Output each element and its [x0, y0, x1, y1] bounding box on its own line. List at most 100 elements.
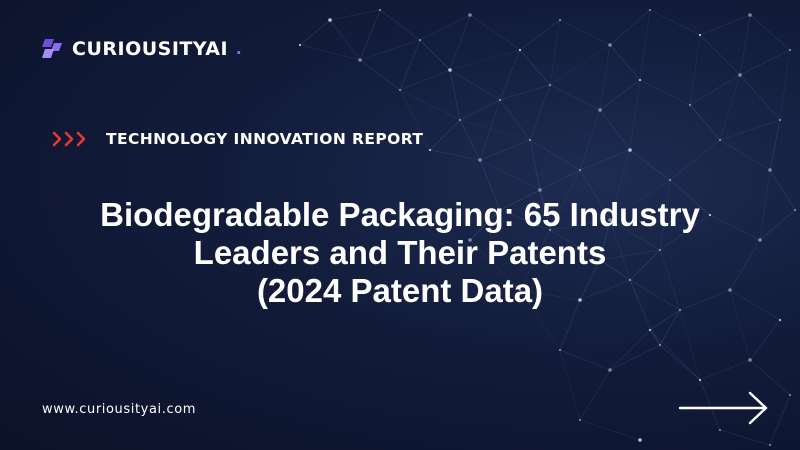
network-line	[739, 49, 791, 76]
network-line	[549, 219, 611, 231]
website-link[interactable]: www.curiousityai.com	[42, 402, 197, 417]
network-node	[728, 288, 732, 292]
network-line	[579, 169, 611, 221]
network-node	[328, 18, 332, 22]
network-node	[298, 43, 302, 47]
network-node	[398, 88, 402, 92]
network-line	[739, 74, 781, 121]
network-node	[778, 118, 782, 122]
network-node	[528, 138, 532, 142]
network-node	[738, 73, 742, 77]
brand-logo[interactable]: CURIOUSITYAI.	[40, 37, 241, 61]
network-node	[688, 103, 692, 107]
network-line	[499, 209, 551, 231]
network-node	[548, 83, 552, 87]
network-line	[399, 39, 421, 91]
network-node	[648, 328, 652, 332]
network-line	[449, 49, 521, 71]
network-node	[608, 218, 612, 222]
network-line	[629, 149, 671, 181]
network-line	[519, 229, 551, 291]
network-line	[529, 139, 541, 191]
network-node	[698, 33, 702, 37]
title-line: (2024 Patent Data)	[256, 272, 544, 309]
network-node	[418, 38, 422, 42]
network-line	[679, 289, 731, 311]
network-line	[459, 99, 501, 121]
network-line	[609, 9, 651, 46]
network-node	[748, 13, 752, 17]
network-line	[479, 99, 501, 161]
network-line	[599, 109, 631, 151]
network-line	[759, 169, 771, 241]
network-node	[608, 43, 612, 47]
network-line	[689, 34, 701, 106]
network-line	[659, 179, 671, 251]
network-line	[299, 44, 361, 61]
network-line	[499, 84, 551, 101]
network-node	[718, 138, 722, 142]
network-node	[698, 378, 702, 382]
arrow-right-icon[interactable]	[678, 390, 770, 426]
network-line	[329, 19, 361, 61]
network-line	[519, 289, 581, 301]
network-node	[468, 238, 472, 242]
network-line	[449, 14, 471, 71]
network-line	[559, 299, 581, 351]
network-line	[549, 84, 601, 111]
network-line	[609, 44, 641, 81]
network-line	[769, 169, 796, 211]
network-line	[519, 49, 551, 86]
network-node	[628, 278, 632, 282]
network-line	[599, 44, 611, 111]
report-category-label: TECHNOLOGY INNOVATION REPORT	[106, 130, 424, 148]
network-line	[779, 49, 791, 121]
network-line	[759, 209, 796, 241]
report-category: TECHNOLOGY INNOVATION REPORT	[52, 130, 423, 148]
network-node	[648, 8, 652, 12]
network-line	[579, 279, 631, 301]
network-line	[769, 394, 791, 446]
network-line	[549, 19, 561, 86]
network-node	[518, 48, 522, 52]
network-line	[599, 79, 641, 111]
network-line	[379, 9, 421, 41]
network-line	[629, 279, 651, 331]
network-node	[598, 258, 602, 262]
network-node	[628, 148, 632, 152]
network-node	[778, 318, 782, 322]
network-line	[699, 379, 721, 431]
network-line	[649, 309, 681, 331]
network-node	[578, 168, 582, 172]
network-line	[729, 239, 761, 291]
network-node	[608, 368, 612, 372]
network-node	[468, 13, 472, 17]
network-line	[699, 14, 751, 36]
network-line	[599, 249, 661, 261]
network-line	[499, 99, 531, 141]
network-line	[609, 329, 651, 371]
network-node	[498, 98, 502, 102]
network-node	[768, 168, 772, 172]
title-line: Biodegradable Packaging: 65 Industry	[100, 196, 700, 233]
layered-cube-logo-icon	[42, 39, 62, 58]
network-line	[479, 159, 541, 191]
network-line	[609, 149, 631, 221]
network-line	[419, 39, 451, 71]
network-line	[609, 179, 671, 221]
brand-name: CURIOUSITYAI	[72, 38, 229, 60]
network-node	[678, 308, 682, 312]
network-line	[459, 119, 531, 141]
network-line	[629, 279, 661, 346]
title-line: Leaders and Their Patents	[193, 234, 607, 271]
network-line	[669, 139, 721, 181]
network-line	[549, 169, 581, 231]
network-node	[578, 298, 582, 302]
network-line	[559, 349, 611, 371]
network-line	[419, 14, 471, 41]
network-line	[639, 9, 651, 81]
network-line	[299, 19, 331, 46]
network-node	[478, 158, 482, 162]
network-line	[579, 369, 611, 421]
